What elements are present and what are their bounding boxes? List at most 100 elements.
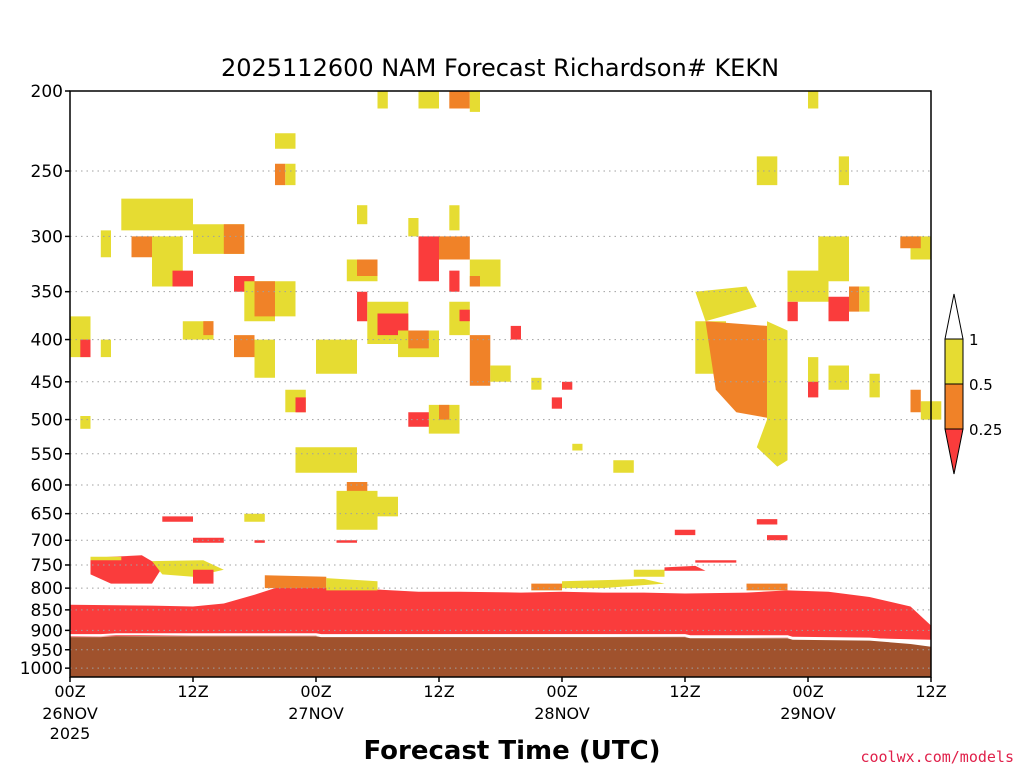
legend-label-2: 0.25 (969, 421, 1002, 439)
ri-region-lt025-72 (828, 296, 849, 322)
y-tick-label-200: 200 (31, 82, 63, 102)
ri-region-c05_1-87 (838, 156, 849, 186)
ri-region-lt025-64 (695, 560, 737, 563)
ri-region-lt025-74 (787, 301, 798, 322)
ri-region-c025_05-35 (357, 259, 378, 276)
x-tick-label-48-top: 00Z (546, 682, 577, 701)
ri-region-lt025-66 (767, 535, 788, 541)
x-tick-label-72-mid: 29NOV (780, 704, 836, 723)
credit-text: coolwx.com/models (860, 748, 1014, 766)
y-tick-label-550: 550 (31, 445, 63, 465)
ri-region-c05_1-92 (275, 133, 296, 149)
ri-region-c05_1-91 (469, 91, 480, 112)
ri-region-c025_05-15 (131, 236, 152, 258)
ri-region-c05_1-2 (90, 556, 122, 561)
y-tick-label-250: 250 (31, 162, 63, 182)
ri-region-c05_1-6 (326, 578, 378, 591)
x-tick-label-0-top: 00Z (54, 682, 85, 701)
ri-region-c05_1-77 (828, 365, 849, 390)
ri-region-lt025-45 (449, 270, 460, 292)
y-tick-label-850: 850 (31, 601, 63, 621)
legend-swatch-0.5-1 (944, 338, 964, 385)
ri-region-c05_1-96 (408, 218, 419, 237)
ri-region-lt025-4 (193, 569, 214, 584)
ri-region-c05_1-73 (818, 236, 849, 282)
y-tick-label-350: 350 (31, 283, 63, 303)
ri-region-c05_1-29 (254, 339, 275, 378)
ri-region-c05_1-49 (490, 365, 511, 382)
x-tick-label-24-mid: 27NOV (288, 704, 344, 723)
ri-region-lt025-41 (418, 236, 439, 282)
x-tick-label-24-top: 00Z (300, 682, 331, 701)
x-tick-label-0-bottom: 2025 (50, 724, 91, 743)
pressure-gridlines (70, 170, 931, 669)
ri-region-lt025-0 (70, 585, 931, 640)
ri-region-c05_1-85 (808, 91, 819, 109)
y-axis: 200 250 300 350 400 450 500 550 600 650 700 750 8008… (20, 82, 70, 679)
ground-area (70, 636, 931, 677)
ri-region-c05_1-9 (633, 569, 665, 577)
ri-region-c025_05-28 (254, 281, 275, 317)
y-tick-label-300: 300 (31, 227, 63, 247)
ri-region-c05_1-94 (285, 163, 296, 186)
x-tick-label-60-top: 12Z (669, 682, 700, 701)
chart-title: 2025112600 NAM Forecast Richardson# KEKN (221, 54, 779, 82)
x-tick-label-36-top: 12Z (423, 682, 454, 701)
ri-region-lt025-100 (551, 397, 562, 409)
ri-region-c05_1-8 (562, 579, 665, 589)
y-tick-label-650: 650 (31, 505, 63, 525)
ri-region-c05_1-33 (316, 339, 357, 374)
ri-region-c05_1-79 (859, 286, 870, 312)
y-tick-label-400: 400 (31, 331, 63, 351)
ri-region-lt025-32 (295, 397, 306, 413)
ri-region-lt025-1 (90, 555, 163, 584)
ri-region-c05_1-13 (100, 230, 111, 258)
y-tick-label-700: 700 (31, 531, 63, 551)
ri-region-c025_05-84 (900, 236, 921, 249)
ri-region-c05_1-30 (275, 281, 296, 317)
ri-region-c025_05-40 (408, 330, 429, 349)
ri-region-c025_05-48 (469, 335, 491, 386)
ri-region-c025_05-26 (234, 335, 255, 358)
y-tick-label-900: 900 (31, 621, 63, 641)
y-tick-label-450: 450 (31, 373, 63, 393)
ri-region-c05_1-54 (295, 447, 357, 473)
ri-region-c05_1-14 (121, 198, 193, 231)
ri-region-lt025-19 (80, 339, 91, 358)
ri-region-c05_1-89 (418, 91, 439, 109)
ri-region-c025_05-7 (531, 583, 562, 591)
ri-region-c05_1-98 (572, 443, 583, 451)
surface-line (70, 633, 932, 646)
ri-region-lt025-10 (664, 565, 706, 571)
ri-region-c05_1-88 (377, 91, 388, 109)
legend-label-1: 0.5 (969, 376, 993, 394)
legend-swatch-lt0.25 (944, 428, 964, 475)
ri-region-lt025-76 (808, 381, 819, 398)
ri-region-c025_05-90 (449, 91, 470, 109)
x-tick-label-12-top: 12Z (177, 682, 208, 701)
ri-region-c05_1-86 (756, 156, 778, 186)
ri-region-lt025-38 (377, 313, 409, 336)
ri-region-lt025-65 (756, 519, 778, 525)
ri-region-lt025-36 (357, 291, 368, 322)
ri-region-c025_05-82 (910, 389, 921, 413)
ri-region-c05_1-20 (100, 339, 111, 358)
x-tick-label-0-mid: 26NOV (42, 704, 98, 723)
ri-region-lt025-59 (162, 516, 193, 522)
y-tick-label-800: 800 (31, 579, 63, 599)
ri-region-c05_1-58 (377, 496, 398, 517)
legend-label-0: 1 (969, 331, 979, 349)
ri-region-c025_05-24 (203, 321, 214, 336)
ri-region-c025_05-78 (849, 286, 860, 312)
y-tick-label-750: 750 (31, 556, 63, 576)
ri-region-c05_1-61 (244, 513, 265, 522)
ri-region-lt025-102 (562, 381, 573, 390)
ri-region-c025_05-5 (264, 575, 327, 589)
plot-frame (69, 90, 932, 678)
ri-region-lt025-17 (172, 270, 193, 287)
ri-region-c025_05-42 (439, 236, 470, 260)
ri-region-c025_05-93 (275, 163, 286, 186)
ri-region-c05_1-75 (808, 357, 819, 390)
